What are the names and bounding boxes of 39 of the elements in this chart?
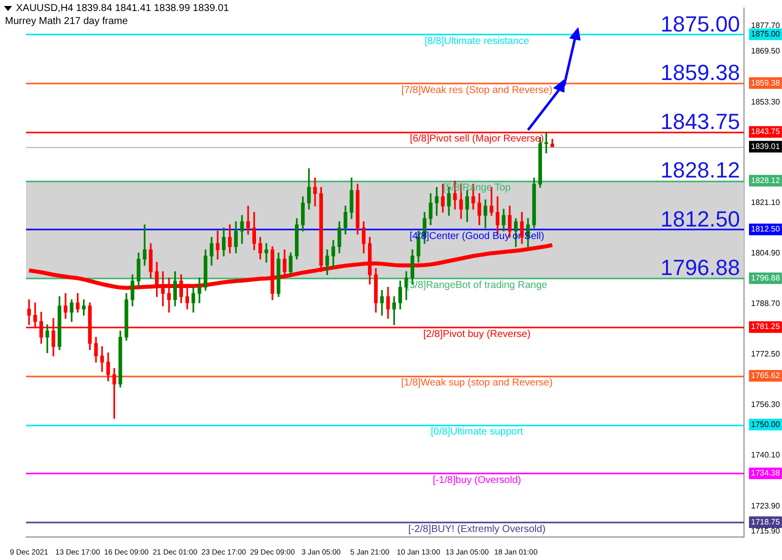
y-tick-label: 1796.88 — [751, 273, 780, 282]
annotation: 1828.12 — [660, 158, 740, 183]
y-tick-label: 1804.90 — [751, 248, 780, 258]
y-tick-label: 1772.50 — [751, 350, 780, 359]
y-tick-label: 1750.00 — [751, 420, 780, 429]
annotation: 1859.38 — [660, 60, 740, 86]
y-tick-label: 1853.30 — [751, 97, 780, 106]
ref-line-label: [2/8]Pivot buy (Reverse) — [423, 328, 531, 340]
y-tick-label: 1843.75 — [751, 127, 780, 136]
y-tick-label: 1740.10 — [751, 450, 780, 460]
y-tick-label: 1839.01 — [751, 142, 780, 151]
ref-line-label: [7/8]Weak res (Stop and Reverse) — [401, 84, 552, 96]
y-tick-label: 1734.38 — [751, 468, 780, 478]
annotation: 1812.50 — [660, 206, 740, 232]
y-tick-label: 1781.25 — [751, 322, 780, 332]
annotation: 1875.00 — [660, 11, 740, 36]
ref-line-label: [0/8]Ultimate support — [430, 426, 524, 438]
y-tick-label: 1869.50 — [751, 46, 780, 56]
annotation: 1796.88 — [660, 255, 740, 280]
y-tick-label: 1859.38 — [751, 78, 780, 88]
ref-line-label: [8/8]Ultimate resistance — [424, 36, 530, 48]
y-tick-label: 1788.70 — [751, 298, 780, 308]
annotation: 1843.75 — [660, 108, 740, 134]
ref-line-label: [3/8]RangeBot of trading Range — [406, 280, 548, 291]
y-tick-label: 1828.12 — [751, 176, 780, 185]
y-tick-label: 1765.62 — [751, 371, 780, 380]
ref-line-label: [-1/8]buy (Oversold) — [432, 475, 522, 486]
y-tick-label: 1756.30 — [751, 400, 780, 410]
ref-line-label: [-2/8]BUY! (Extremly Oversold) — [408, 524, 546, 535]
y-tick-label: 1723.90 — [751, 501, 780, 510]
text: Murrey Math 217 day frame — [5, 16, 128, 27]
y-tick-label: 1877.70 — [751, 21, 780, 30]
y-tick-label: 1875.00 — [751, 30, 780, 39]
y-tick-label: 1715.90 — [751, 526, 780, 536]
y-tick-label: 1821.10 — [751, 198, 780, 207]
y-tick-label: 1718.75 — [751, 517, 780, 526]
chart-title: XAUUSD,H4 1839.84 1841.41 1838.99 1839.01 — [16, 3, 229, 14]
ref-line-label: [1/8]Weak sup (stop and Reverse) — [401, 378, 553, 389]
y-tick-label: 1812.50 — [751, 224, 780, 234]
